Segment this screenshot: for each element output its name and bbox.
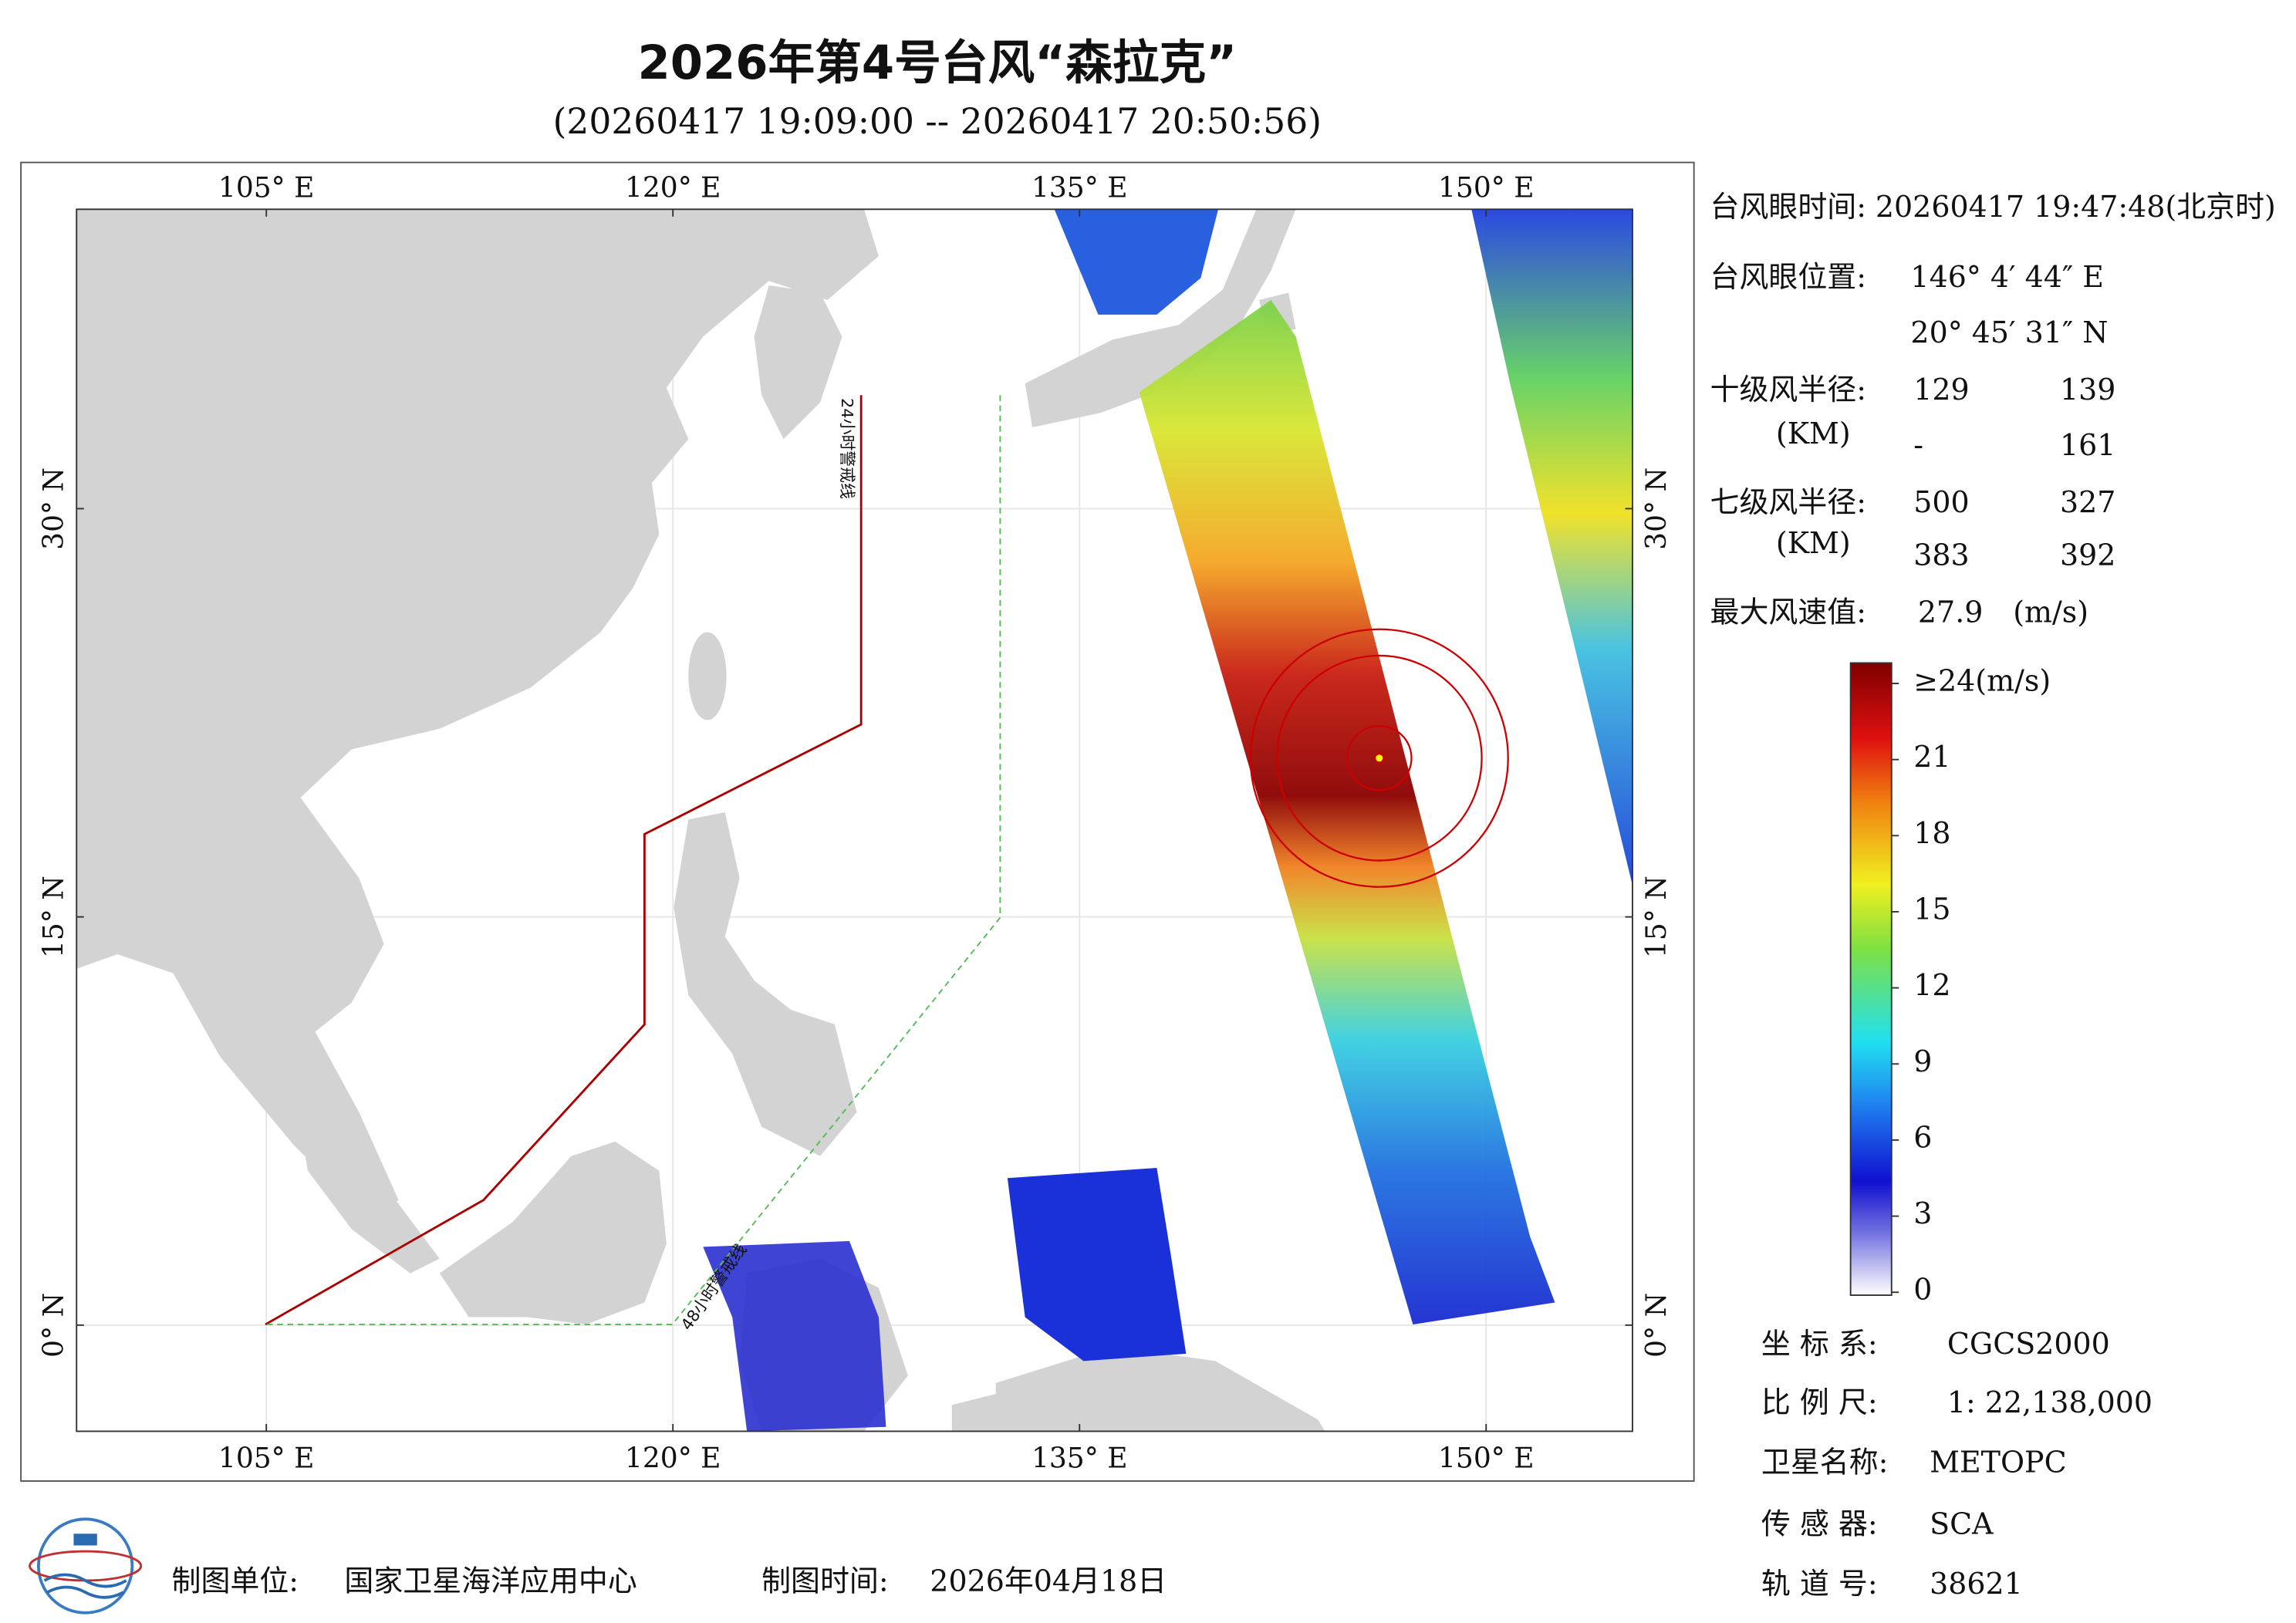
info-label: 十级风半径:: [1710, 373, 1866, 407]
warning-line-48h: [265, 395, 1001, 1325]
colorbar-label: 21: [1913, 740, 1950, 774]
x-tick-label: 150° E: [1438, 1442, 1535, 1474]
info-label: 七级风半径:: [1710, 485, 1866, 519]
footer-label: 制图单位:: [172, 1564, 299, 1598]
x-tick-label: 135° E: [1032, 173, 1128, 204]
map: 24小时警戒线 48小时警戒线: [76, 209, 1633, 1432]
title: 2026年第4号台风“森拉克”: [637, 36, 1237, 90]
y-tick-label: 15° N: [39, 876, 70, 958]
colorbar-label: 3: [1913, 1196, 1932, 1230]
footer-label: 制图时间:: [761, 1564, 889, 1598]
x-tick-label: 105° E: [218, 1442, 315, 1474]
info-value: 146° 4′ 44″ E: [1910, 260, 2103, 294]
info-label: 最大风速值:: [1710, 595, 1866, 629]
colorbar-label: ≥24(m/s): [1913, 663, 2051, 697]
subtitle: (20260417 19:09:00 -- 20260417 20:50:56): [553, 101, 1322, 142]
footer-label: 传 感 器:: [1761, 1507, 1878, 1540]
y-tick-label: 0° N: [39, 1293, 70, 1358]
x-tick-label: 120° E: [625, 1442, 721, 1474]
x-tick-label: 135° E: [1032, 1442, 1128, 1474]
y-tick-label: 15° N: [1641, 876, 1673, 958]
footer-value: 国家卫星海洋应用中心: [344, 1564, 636, 1598]
info-value: 20260417 19:47:48(北京时): [1876, 190, 2276, 224]
info-value: 500: [1913, 485, 1969, 519]
wind-swaths: [703, 209, 1633, 1432]
colorbar-label: 12: [1913, 968, 1950, 1002]
x-tick-label: 105° E: [218, 173, 315, 204]
colorbar-label: 9: [1913, 1044, 1932, 1078]
info-value: -: [1913, 428, 1923, 462]
footer-value: 2026年04月18日: [930, 1564, 1167, 1598]
info-label: 台风眼时间:: [1710, 190, 1866, 224]
y-tick-label: 0° N: [1641, 1293, 1673, 1358]
colorbar-label: 6: [1913, 1120, 1932, 1154]
footer-value: 1: 22,138,000: [1947, 1385, 2152, 1419]
info-value: 20° 45′ 31″ N: [1910, 315, 2108, 349]
info-value: 392: [2060, 538, 2115, 572]
footer-label: 轨 道 号:: [1761, 1567, 1878, 1601]
info-value: 139: [2060, 373, 2115, 407]
warning-line-24h: [265, 395, 863, 1326]
footer-value: SCA: [1930, 1507, 1994, 1540]
colorbar-label: 15: [1913, 892, 1950, 926]
wind-radii: [1249, 628, 1509, 888]
footer-value: 38621: [1930, 1567, 2023, 1601]
footer-label: 坐 标 系:: [1761, 1327, 1878, 1361]
x-tick-label: 150° E: [1438, 173, 1535, 204]
colorbar-label: 18: [1913, 816, 1950, 850]
colorbar: [1849, 662, 1893, 1296]
info-value: 129: [1913, 373, 1969, 407]
info-label: (KM): [1776, 417, 1851, 450]
info-value: 327: [2060, 485, 2115, 519]
info-label: (KM): [1776, 526, 1851, 560]
footer-value: METOPC: [1930, 1446, 2067, 1480]
info-label: 台风眼位置:: [1710, 260, 1866, 294]
map-frame-outer: [20, 161, 1695, 1482]
info-value: 161: [2060, 428, 2115, 462]
info-value: 383: [1913, 538, 1969, 572]
logo: [29, 1517, 143, 1615]
footer-label: 卫星名称:: [1761, 1446, 1889, 1480]
info-value: 27.9: [1918, 595, 1983, 629]
x-tick-label: 120° E: [625, 173, 721, 204]
colorbar-label: 0: [1913, 1273, 1932, 1307]
footer-label: 比 例 尺:: [1761, 1385, 1878, 1419]
footer-value: CGCS2000: [1947, 1327, 2110, 1361]
map-ticks: 105° E 105° E 120° E 120° E 135° E 135° E 150°…: [39, 173, 1673, 1475]
annotation: 24小时警戒线: [838, 398, 856, 499]
y-tick-label: 30° N: [1641, 467, 1673, 550]
info-value: (m/s): [2013, 595, 2088, 629]
y-tick-label: 30° N: [39, 467, 70, 550]
map-frame: [76, 208, 1633, 1432]
colorbar-ticks: 0 3 6 9 12 15 18 21 ≥24(m/s): [1891, 663, 2051, 1307]
